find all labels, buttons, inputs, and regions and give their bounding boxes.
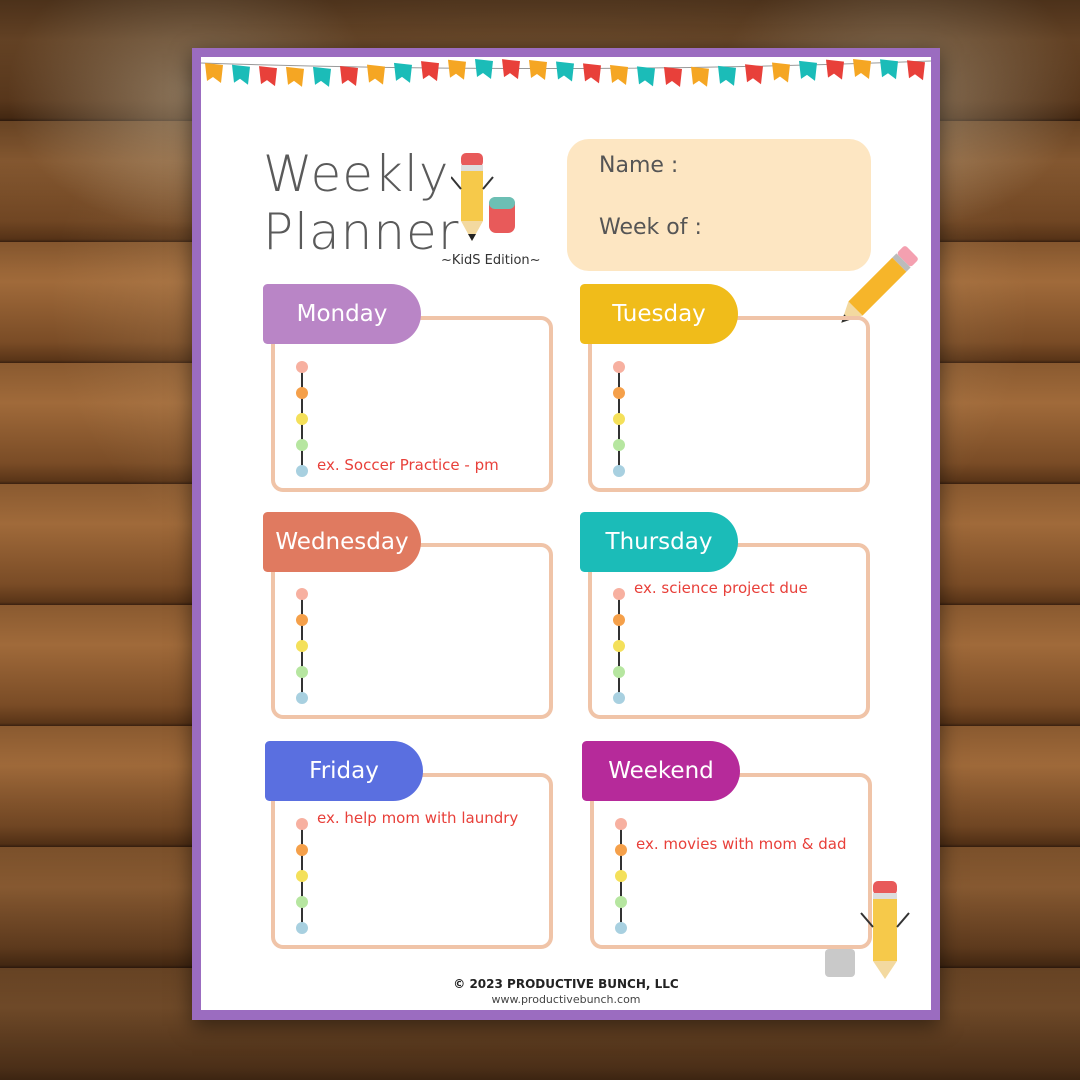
bunting-flag [394, 62, 412, 83]
edition-label: ~KidS Edition~ [441, 253, 541, 268]
bullet-dot [296, 818, 308, 830]
bunting-flag [232, 64, 250, 85]
pencil-sharpener-mascot-icon [825, 881, 910, 979]
bunting-flag [475, 59, 493, 80]
bunting-flag [745, 64, 763, 85]
bunting-flag [799, 60, 817, 81]
bunting-flag [421, 61, 439, 82]
bunting-flag [583, 63, 601, 84]
title-line-2: Planner [263, 203, 460, 261]
bunting-flag [637, 66, 655, 87]
bullet-dot [613, 666, 625, 678]
bullet-list [296, 588, 308, 704]
bunting-flag [448, 59, 466, 80]
copyright-footer: © 2023 PRODUCTIVE BUNCH, LLC [453, 977, 679, 991]
bunting-flag [502, 59, 520, 80]
bullet-dot [296, 361, 308, 373]
bullet-dot [296, 640, 308, 652]
bullet-dot [296, 413, 308, 425]
bunting-flag [691, 66, 709, 87]
planner-sheet: Weekly Planner ~KidS Edition~ Name : Week… [201, 57, 931, 1010]
name-week-box: Name : Week of : [567, 139, 871, 271]
bullet-dot [615, 922, 627, 934]
bunting-flag [718, 65, 736, 86]
planner-page: Weekly Planner ~KidS Edition~ Name : Week… [192, 48, 940, 1020]
pencil-eraser-mascot-icon [451, 153, 515, 241]
bullet-dot [296, 922, 308, 934]
bullet-dot [296, 666, 308, 678]
bullet-dot [296, 588, 308, 600]
bunting-flag [286, 66, 304, 87]
bullet-dot [296, 870, 308, 882]
website-footer: www.productivebunch.com [491, 993, 641, 1006]
bunting-flag [529, 60, 547, 81]
bunting-banner [201, 59, 931, 87]
page-title: Weekly Planner [263, 145, 459, 261]
name-label: Name : [599, 153, 679, 178]
day-tab-monday: Monday [263, 284, 421, 344]
bullet-dot [296, 692, 308, 704]
title-line-1: Weekly [263, 145, 450, 203]
bullet-list [296, 818, 308, 934]
bunting-flag [826, 59, 844, 80]
bullet-dot [296, 614, 308, 626]
day-tab-friday: Friday [265, 741, 423, 801]
day-tab-wednesday: Wednesday [263, 512, 421, 572]
bunting-flag [664, 66, 682, 87]
bunting-flag [907, 60, 925, 81]
bullet-dot [296, 439, 308, 451]
bunting-flag [772, 62, 790, 83]
bullet-dot [296, 465, 308, 477]
bunting-flag [853, 59, 871, 80]
example-entry: ex. help mom with laundry [317, 809, 519, 827]
bullet-dot [613, 413, 625, 425]
bunting-flag [340, 66, 358, 87]
example-entry: ex. science project due [634, 579, 808, 597]
day-tab-tuesday: Tuesday [580, 284, 738, 344]
bullet-list [296, 361, 308, 477]
bunting-flag [313, 66, 331, 87]
bullet-dot [613, 465, 625, 477]
bunting-flag [367, 64, 385, 85]
bullet-dot [613, 439, 625, 451]
bullet-dot [615, 818, 627, 830]
bullet-dot [615, 896, 627, 908]
bullet-dot [296, 896, 308, 908]
bunting-flag [205, 63, 223, 83]
bullet-dot [615, 844, 627, 856]
bullet-dot [613, 361, 625, 373]
example-entry: ex. Soccer Practice - pm [317, 456, 499, 474]
day-tab-weekend: Weekend [582, 741, 740, 801]
bullet-dot [613, 692, 625, 704]
bullet-list [613, 588, 625, 704]
bullet-dot [613, 588, 625, 600]
bullet-dot [296, 387, 308, 399]
example-entry: ex. movies with mom & dad [636, 835, 847, 853]
bunting-flag [259, 66, 277, 87]
bullet-dot [613, 640, 625, 652]
bunting-flag [610, 65, 628, 86]
bullet-dot [613, 387, 625, 399]
bullet-dot [615, 870, 627, 882]
bullet-dot [613, 614, 625, 626]
bunting-flag [556, 61, 574, 82]
bullet-list [615, 818, 627, 934]
bullet-dot [296, 844, 308, 856]
bullet-list [613, 361, 625, 477]
day-tab-thursday: Thursday [580, 512, 738, 572]
bunting-flag [880, 59, 898, 80]
week-of-label: Week of : [599, 215, 702, 240]
